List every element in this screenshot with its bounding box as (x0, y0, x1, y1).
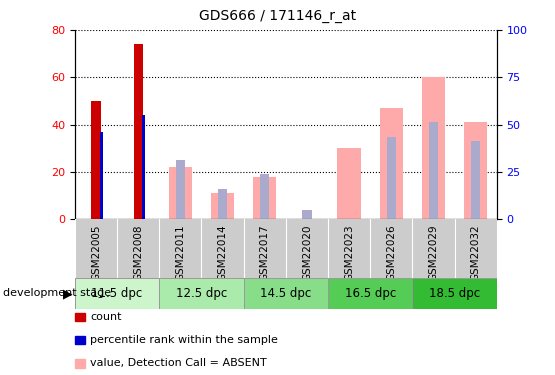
Text: 18.5 dpc: 18.5 dpc (429, 287, 480, 300)
Text: GSM22014: GSM22014 (218, 224, 228, 280)
Bar (142, 115, 145, 219)
Text: GSM22005: GSM22005 (91, 224, 101, 280)
Bar (253, 177, 276, 219)
Bar (159, 278, 244, 309)
Bar (471, 141, 480, 219)
Bar (302, 210, 311, 219)
Text: 11.5 dpc: 11.5 dpc (92, 287, 143, 300)
Bar (218, 189, 227, 219)
Text: 16.5 dpc: 16.5 dpc (345, 287, 396, 300)
Bar (75, 278, 159, 309)
Bar (92, 101, 100, 219)
Text: 12.5 dpc: 12.5 dpc (176, 287, 227, 300)
Bar (211, 194, 234, 219)
Bar (422, 77, 445, 219)
Bar (169, 167, 192, 219)
Bar (244, 278, 328, 309)
Text: GDS666 / 171146_r_at: GDS666 / 171146_r_at (199, 9, 356, 23)
Bar (260, 174, 269, 219)
Text: GSM22017: GSM22017 (260, 224, 270, 280)
Bar (380, 108, 403, 219)
Bar (429, 122, 438, 219)
Bar (464, 122, 487, 219)
Text: GSM22032: GSM22032 (471, 224, 481, 280)
Text: development stage: development stage (3, 288, 111, 298)
Bar (100, 132, 103, 219)
Bar (134, 44, 143, 219)
Text: GSM22026: GSM22026 (386, 224, 396, 280)
Text: percentile rank within the sample: percentile rank within the sample (90, 335, 279, 345)
Bar (387, 136, 396, 219)
Text: GSM22020: GSM22020 (302, 224, 312, 280)
Text: 14.5 dpc: 14.5 dpc (260, 287, 311, 300)
Bar (412, 278, 497, 309)
Text: count: count (90, 312, 122, 322)
Text: GSM22029: GSM22029 (428, 224, 438, 280)
Text: GSM22008: GSM22008 (133, 224, 143, 280)
Bar (176, 160, 185, 219)
Text: GSM22011: GSM22011 (175, 224, 185, 280)
Bar (337, 148, 361, 219)
Text: GSM22023: GSM22023 (344, 224, 354, 280)
Text: ▶: ▶ (63, 287, 72, 300)
Bar (328, 278, 412, 309)
Text: value, Detection Call = ABSENT: value, Detection Call = ABSENT (90, 358, 267, 368)
